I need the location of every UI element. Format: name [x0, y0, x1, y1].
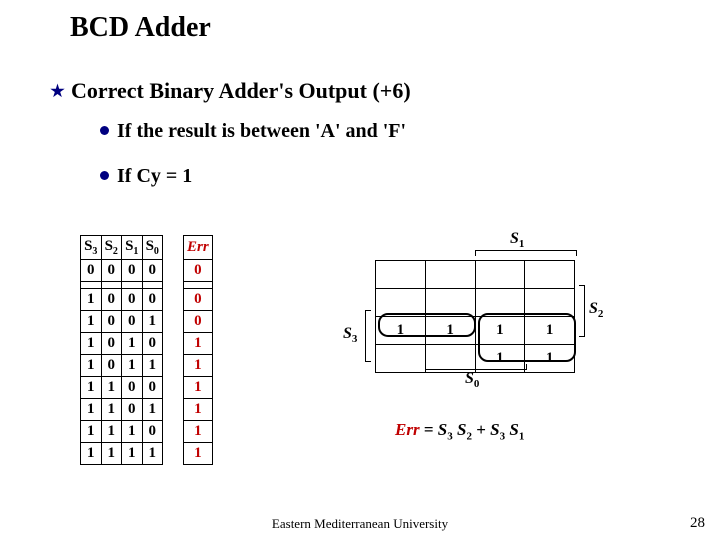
kmap-label-s2: S2 — [589, 300, 603, 320]
dot-icon — [100, 126, 109, 135]
table-row: 11001 — [81, 377, 213, 399]
table-row: 0000 0 — [81, 260, 213, 282]
err-equation: Err = S3 S2 + S3 S1 — [395, 420, 524, 442]
star-icon — [50, 83, 65, 98]
kmap-bracket-s2 — [579, 285, 585, 337]
table-spacer — [81, 282, 213, 289]
slide: BCD Adder Correct Binary Adder's Output … — [0, 0, 720, 540]
kmap-label-s0: S0 — [465, 370, 479, 390]
bullet-sub-1: If the result is between 'A' and 'F' — [100, 120, 406, 143]
table-row: 11111 — [81, 443, 213, 465]
slide-title: BCD Adder — [70, 12, 211, 44]
kmap-label-s3: S3 — [343, 325, 357, 345]
page-number: 28 — [690, 515, 705, 532]
dot-icon — [100, 171, 109, 180]
truth-table: S3 S2 S1 S0 Err 0000 0 10000 10010 10101… — [80, 235, 213, 465]
bullet-sub-1-text: If the result is between 'A' and 'F' — [117, 120, 406, 142]
table-row: 10010 — [81, 311, 213, 333]
table-header: S3 S2 S1 S0 Err — [81, 236, 213, 260]
kmap-bracket-s1 — [475, 250, 577, 256]
kmap: 1111 11 S1 S2 S3 S0 — [375, 260, 655, 360]
kmap-bracket-s3 — [365, 310, 371, 362]
kmap-label-s1: S1 — [510, 230, 524, 250]
table-row: 10000 — [81, 289, 213, 311]
kmap-grid: 1111 11 S1 S2 S3 S0 — [375, 260, 575, 360]
footer: Eastern Mediterranean University — [0, 516, 720, 532]
table-row: 11101 — [81, 421, 213, 443]
table-row: 10111 — [81, 355, 213, 377]
bullet-sub-2: If Cy = 1 — [100, 165, 192, 188]
bullet-sub-2-text: If Cy = 1 — [117, 165, 192, 187]
table-row: 10101 — [81, 333, 213, 355]
bullet-main-text: Correct Binary Adder's Output (+6) — [71, 78, 411, 103]
table-row: 11011 — [81, 399, 213, 421]
bullet-main: Correct Binary Adder's Output (+6) — [50, 78, 411, 104]
